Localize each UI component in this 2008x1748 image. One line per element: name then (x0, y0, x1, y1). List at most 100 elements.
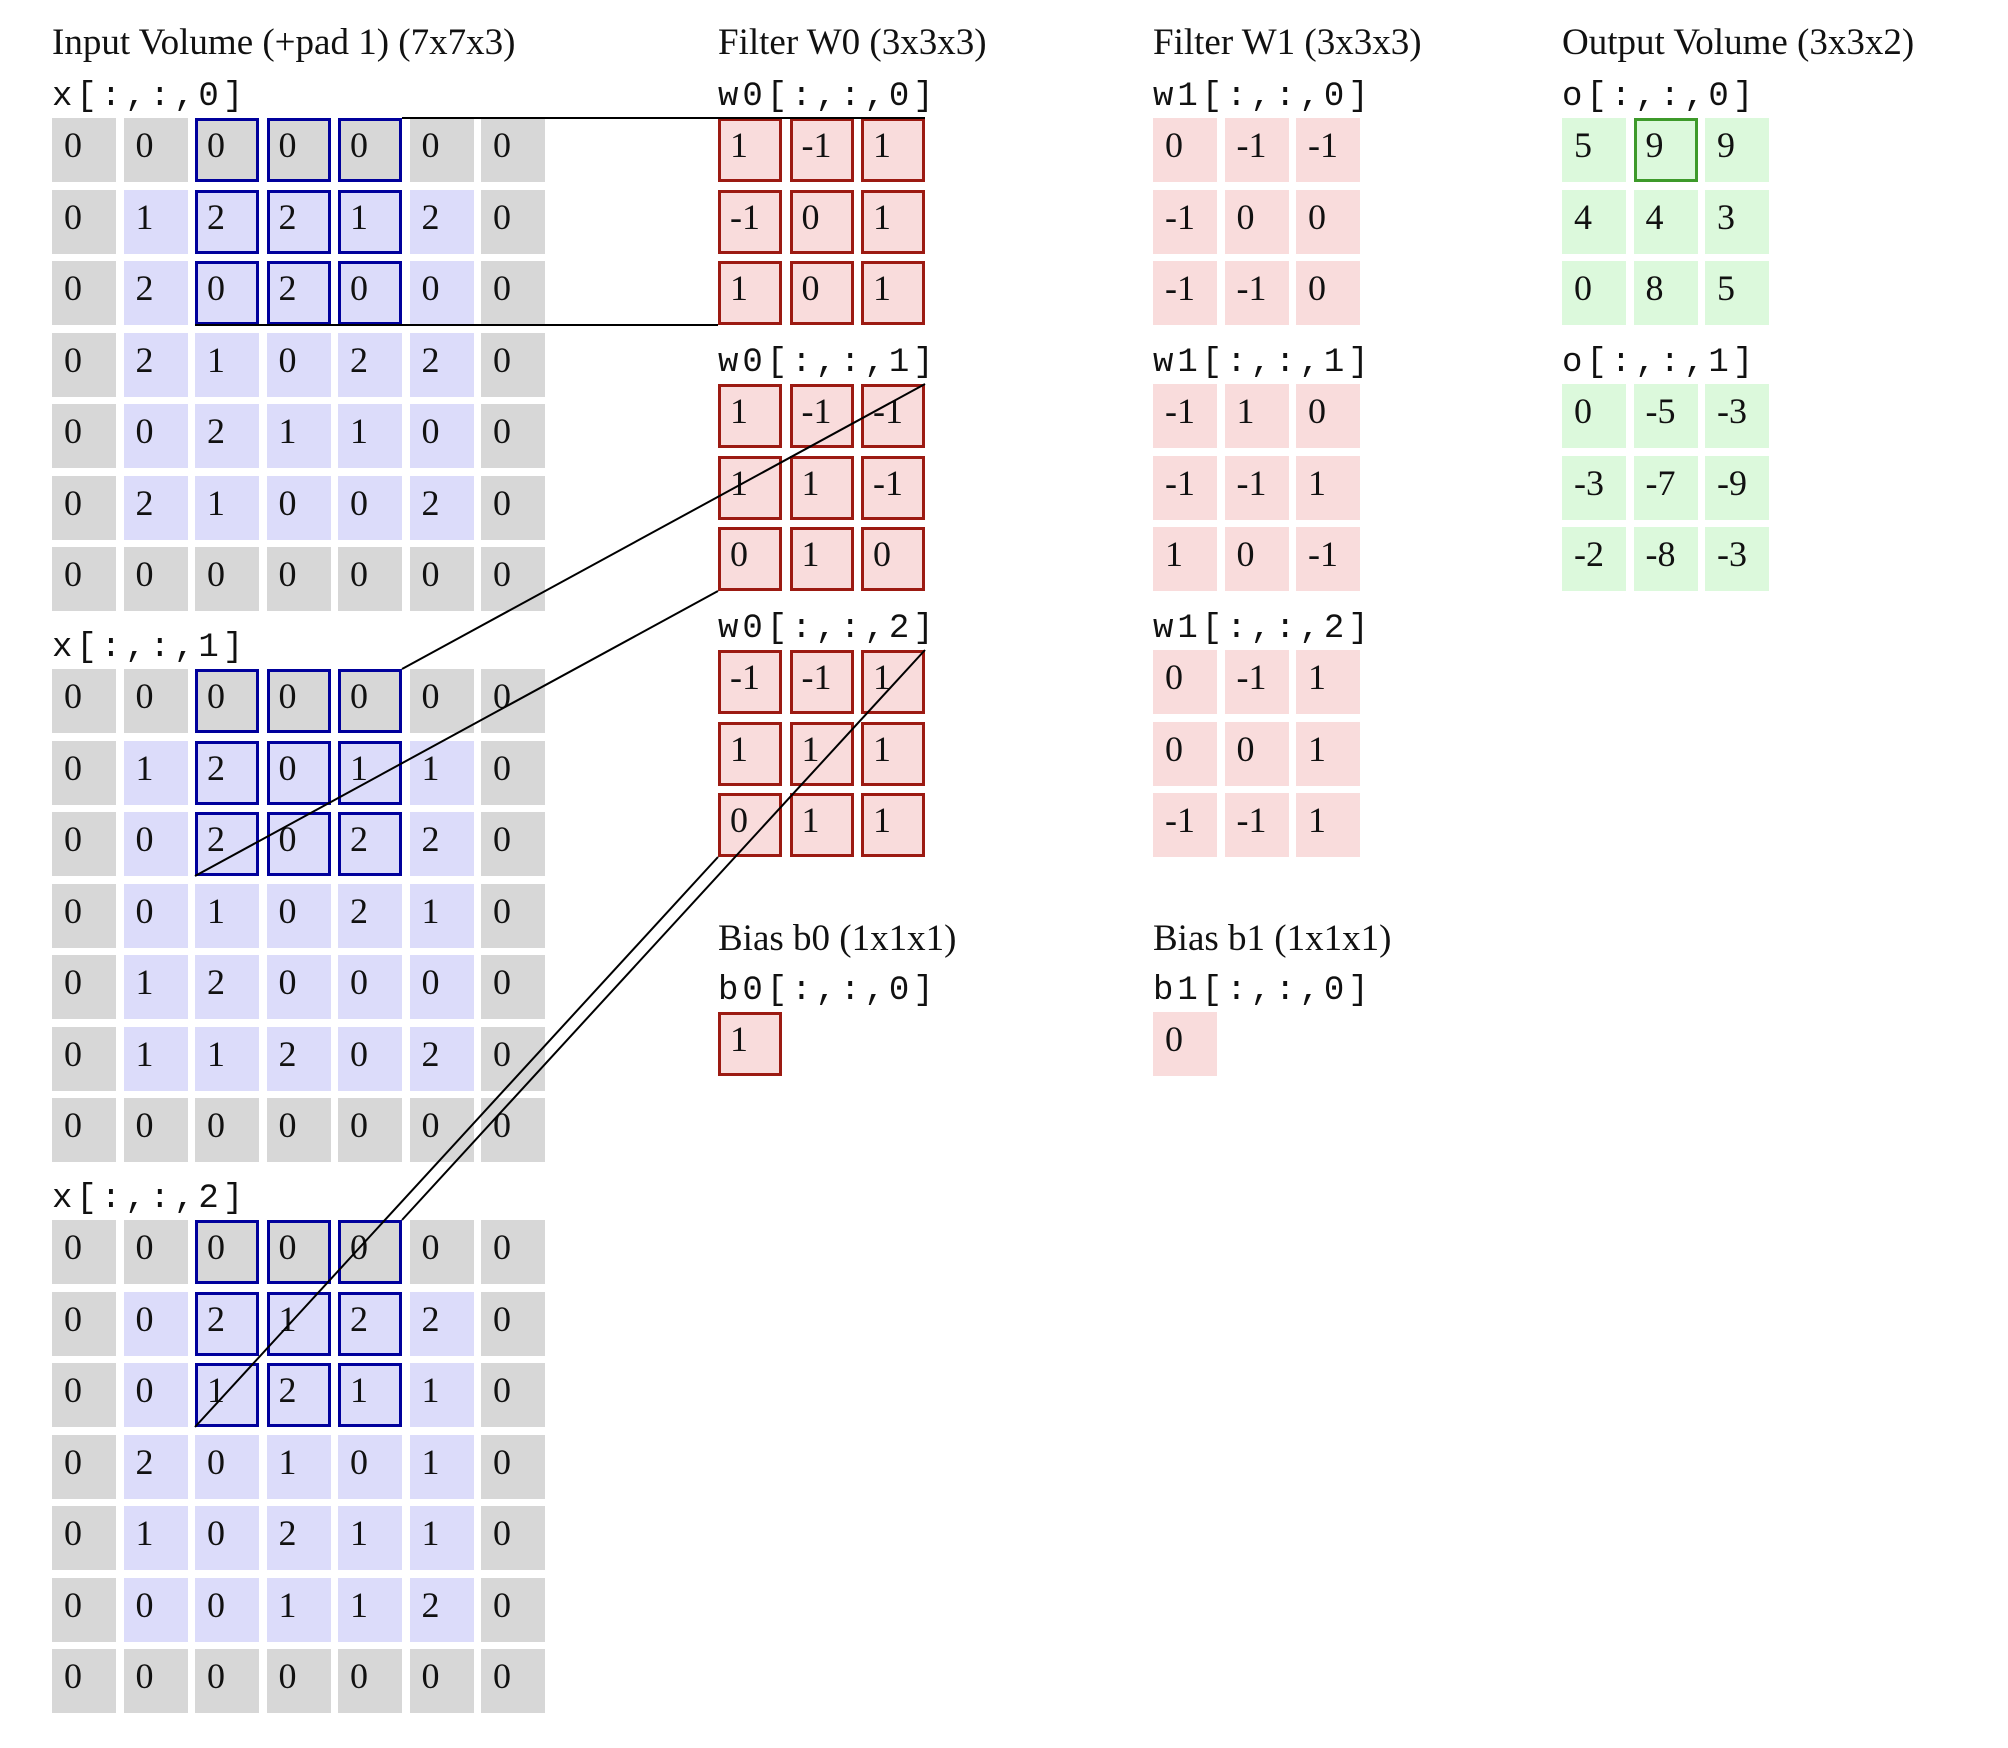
grid-cell: 0 (1296, 261, 1360, 325)
grid-cell: 0 (338, 1649, 402, 1713)
grid-cell: 0 (789, 261, 854, 325)
grid-cell: 9 (1633, 118, 1698, 182)
grid-cell: 1 (338, 404, 402, 468)
grid-cell: 0 (481, 669, 545, 733)
grid-cell: 0 (266, 475, 331, 540)
grid-cell: 1 (1153, 527, 1217, 591)
grid-cell: 1 (338, 1363, 402, 1427)
grid-cell: -1 (789, 118, 854, 182)
grid-cell: 0 (1153, 721, 1217, 786)
grid-cell: 0 (52, 669, 116, 733)
grid-cell: 0 (338, 1098, 402, 1162)
grid-cell: 0 (1562, 384, 1626, 448)
grid-cell: 0 (195, 669, 259, 733)
grid-cell: 0 (409, 1649, 474, 1713)
grid-cell: 0 (123, 812, 188, 876)
w0-slice-0-label: w0[:,:,0] (718, 78, 938, 116)
grid-cell: 4 (1633, 189, 1698, 254)
grid-cell: 0 (123, 547, 188, 611)
grid-cell: 0 (52, 740, 116, 805)
grid-cell: 0 (266, 955, 331, 1019)
grid-cell: 0 (1224, 721, 1289, 786)
grid-cell: 0 (52, 1098, 116, 1162)
grid-cell: 0 (718, 527, 782, 591)
grid-cell: 0 (481, 1434, 545, 1499)
grid-cell: 0 (789, 189, 854, 254)
grid-cell: 0 (52, 475, 116, 540)
filter-w0-title: Filter W0 (3x3x3) (718, 22, 987, 63)
grid-cell: -1 (718, 189, 782, 254)
grid-cell: 0 (52, 189, 116, 254)
grid-cell: 0 (195, 1434, 259, 1499)
w0-slice-1-label: w0[:,:,1] (718, 344, 938, 382)
grid-cell: 2 (409, 189, 474, 254)
grid-cell: 0 (338, 118, 402, 182)
grid-cell: 0 (409, 955, 474, 1019)
grid-cell: 1 (123, 955, 188, 1019)
grid-cell: 2 (195, 404, 259, 468)
grid-cell: -1 (1224, 118, 1289, 182)
grid-cell: 2 (195, 1291, 259, 1356)
grid-cell: -1 (1224, 650, 1289, 714)
grid-cell: 1 (123, 740, 188, 805)
grid-cell: -1 (1153, 261, 1217, 325)
grid-cell: 1 (123, 1506, 188, 1570)
grid-cell: 1 (195, 332, 259, 397)
grid-cell: 2 (266, 189, 331, 254)
grid-cell: 1 (789, 721, 854, 786)
grid-cell: 0 (266, 332, 331, 397)
grid-cell: 0 (52, 1506, 116, 1570)
grid-cell: 1 (123, 189, 188, 254)
grid-cell: -5 (1633, 384, 1698, 448)
grid-cell: 0 (481, 547, 545, 611)
grid-cell: -1 (1296, 118, 1360, 182)
grid-cell: 0 (52, 1577, 116, 1642)
w0-slice-2-label: w0[:,:,2] (718, 610, 938, 648)
grid-cell: 0 (1153, 650, 1217, 714)
input-slice-1-label: x[:,:,1] (52, 629, 248, 667)
grid-cell: 0 (266, 669, 331, 733)
grid-cell: 1 (338, 740, 402, 805)
grid-cell: 0 (481, 1506, 545, 1570)
grid-cell: -8 (1633, 527, 1698, 591)
grid-cell: 0 (195, 1098, 259, 1162)
grid-cell: 1 (861, 721, 925, 786)
b0-value: 1 (718, 1012, 782, 1076)
grid-cell: 1 (789, 793, 854, 857)
grid-cell: 0 (195, 1220, 259, 1284)
grid-cell: 2 (409, 332, 474, 397)
grid-cell: -2 (1562, 527, 1626, 591)
grid-cell: 1 (718, 721, 782, 786)
w1-slice-1-label: w1[:,:,1] (1153, 344, 1373, 382)
grid-cell: 0 (481, 1649, 545, 1713)
grid-cell: -3 (1705, 384, 1769, 448)
grid-cell: -1 (1153, 455, 1217, 520)
grid-cell: -1 (1224, 261, 1289, 325)
grid-cell: 1 (195, 475, 259, 540)
grid-cell: 0 (481, 1291, 545, 1356)
grid-cell: 0 (52, 1220, 116, 1284)
w1-slice-2-label: w1[:,:,2] (1153, 610, 1373, 648)
grid-cell: 1 (789, 527, 854, 591)
grid-cell: 1 (195, 1026, 259, 1091)
grid-cell: -1 (718, 650, 782, 714)
grid-cell: 0 (1562, 261, 1626, 325)
grid-cell: 0 (266, 118, 331, 182)
grid-cell: 0 (481, 404, 545, 468)
grid-cell: 0 (266, 547, 331, 611)
input-slice-0-label: x[:,:,0] (52, 78, 248, 116)
grid-cell: 0 (409, 261, 474, 325)
grid-cell: 0 (123, 1649, 188, 1713)
grid-cell: 0 (409, 1220, 474, 1284)
grid-cell: 1 (861, 118, 925, 182)
grid-cell: 0 (409, 118, 474, 182)
grid-cell: 0 (123, 1220, 188, 1284)
grid-cell: 1 (338, 1577, 402, 1642)
grid-cell: 5 (1705, 261, 1769, 325)
grid-cell: 5 (1562, 118, 1626, 182)
grid-cell: -1 (789, 650, 854, 714)
grid-cell: -1 (1153, 384, 1217, 448)
filter-w1-title: Filter W1 (3x3x3) (1153, 22, 1422, 63)
grid-cell: -1 (789, 384, 854, 448)
grid-cell: 0 (195, 1577, 259, 1642)
